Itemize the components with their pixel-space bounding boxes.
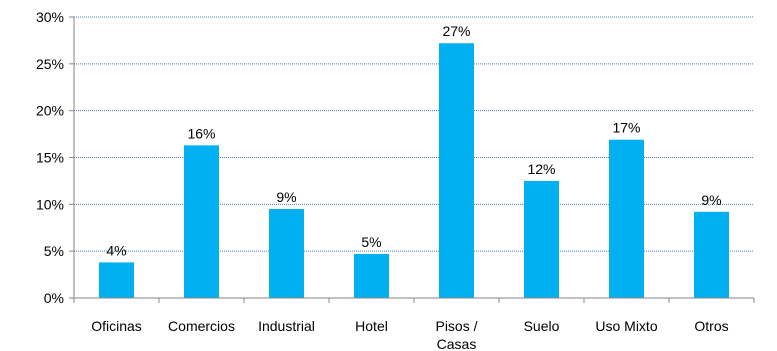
axes xyxy=(69,16,755,303)
gridlines xyxy=(74,16,754,252)
x-tick-label: Industrial xyxy=(258,318,315,334)
data-label: 27% xyxy=(442,23,470,39)
x-tick-label: Hotel xyxy=(355,318,388,334)
bar xyxy=(99,262,134,298)
y-tick-label: 5% xyxy=(44,243,64,259)
labels: 0% 5% 10% 15% 20% 25% 30% 4% Oficinas 16% Comercio… xyxy=(36,9,729,351)
bar xyxy=(609,139,644,298)
bar xyxy=(439,43,474,298)
data-label: 9% xyxy=(701,192,721,208)
x-tick-label: Otros xyxy=(694,318,728,334)
bars xyxy=(99,43,729,298)
x-tick-label: Oficinas xyxy=(91,318,142,334)
x-tick-label: Uso Mixto xyxy=(595,318,657,334)
data-label: 5% xyxy=(361,234,381,250)
x-tick-label: Suelo xyxy=(524,318,560,334)
y-tick-label: 15% xyxy=(36,150,64,166)
data-label: 17% xyxy=(612,120,640,136)
y-tick-label: 25% xyxy=(36,56,64,72)
data-label: 4% xyxy=(106,242,126,258)
bar xyxy=(184,145,219,298)
data-label: 9% xyxy=(276,189,296,205)
data-label: 12% xyxy=(527,161,555,177)
x-tick-label: Pisos / Casas xyxy=(435,318,477,351)
bar xyxy=(694,211,729,298)
y-tick-label: 10% xyxy=(36,196,64,212)
y-tick-label: 20% xyxy=(36,103,64,119)
data-label: 16% xyxy=(187,125,215,141)
bar xyxy=(354,253,389,298)
y-tick-label: 30% xyxy=(36,9,64,25)
y-tick-label: 0% xyxy=(44,290,64,306)
bar xyxy=(269,209,304,298)
bar xyxy=(524,180,559,298)
x-tick-label: Comercios xyxy=(168,318,235,334)
